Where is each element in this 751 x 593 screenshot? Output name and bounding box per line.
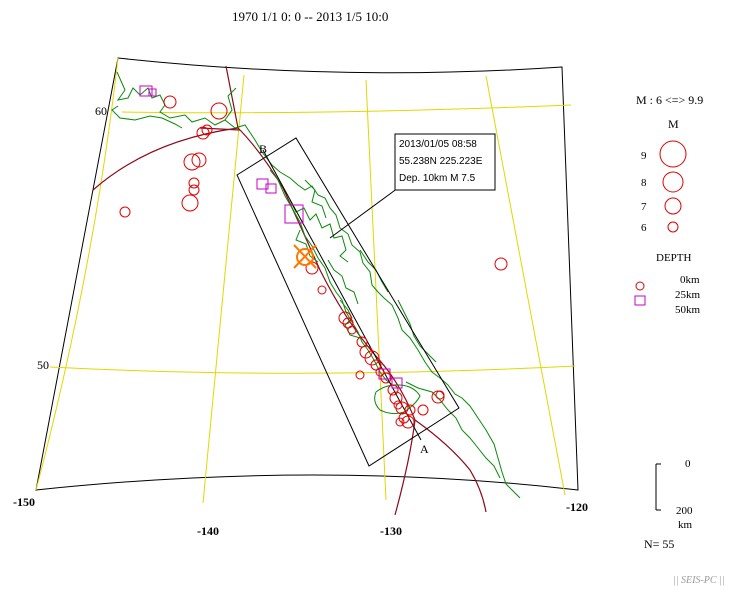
event-date: 2013/01/05 08:58 [399,139,477,150]
section-end-b: B [259,142,267,156]
coastlines [111,71,521,499]
legend-depth-50: 50km [675,304,701,316]
legend-circle-6 [667,221,679,233]
section-end-a: A [420,442,429,456]
lon-label-120: -120 [566,500,588,514]
legend-mag-9: 9 [641,150,647,162]
lat-label-50: 50 [37,358,49,372]
legend: M : 6 <=> 9.9 M 9 8 7 6 DEPTH 0km 25km 5… [634,93,703,316]
graticule [35,57,576,504]
legend-circle-8 [662,171,684,193]
legend-depth-25: 25km [675,289,701,301]
event-depth-mag: Dep. 10km M 7.5 [399,173,476,184]
legend-depth-0-symbol [635,281,645,291]
map-title: 1970 1/1 0: 0 -- 2013 1/5 10:0 [232,9,388,24]
event-coords: 55.238N 225.223E [399,156,483,167]
lon-label-130: -130 [380,524,402,538]
legend-mag-range: M : 6 <=> 9.9 [636,93,703,107]
legend-circle-7 [664,197,682,215]
legend-depth-title: DEPTH [656,252,692,264]
section-line [262,149,422,441]
legend-depth-25-symbol [634,295,646,306]
depth-scale-top: 0 [685,458,691,470]
main-shock-marker [293,244,317,269]
footer-brand: || SEIS-PC || [673,575,725,586]
depth-scale-bottom: 200 [676,505,693,517]
lat-label-60: 60 [95,104,107,118]
map-frame [35,57,579,491]
cross-section-box [236,137,460,467]
lon-label-140: -140 [197,524,219,538]
legend-mag-8: 8 [641,177,647,189]
legend-mag-title: M [668,117,679,131]
legend-depth-0: 0km [680,274,700,286]
depth-scale: 0 200 km [655,458,693,531]
legend-mag-6: 6 [641,222,647,234]
event-callout: 2013/01/05 08:58 55.238N 225.223E Dep. 1… [329,133,496,239]
legend-mag-7: 7 [641,201,647,213]
lon-label-150: -150 [13,495,35,509]
legend-circle-9 [659,140,687,168]
depth-scale-unit: km [678,519,693,531]
deep-events [139,85,403,389]
event-count: N= 55 [644,537,674,551]
